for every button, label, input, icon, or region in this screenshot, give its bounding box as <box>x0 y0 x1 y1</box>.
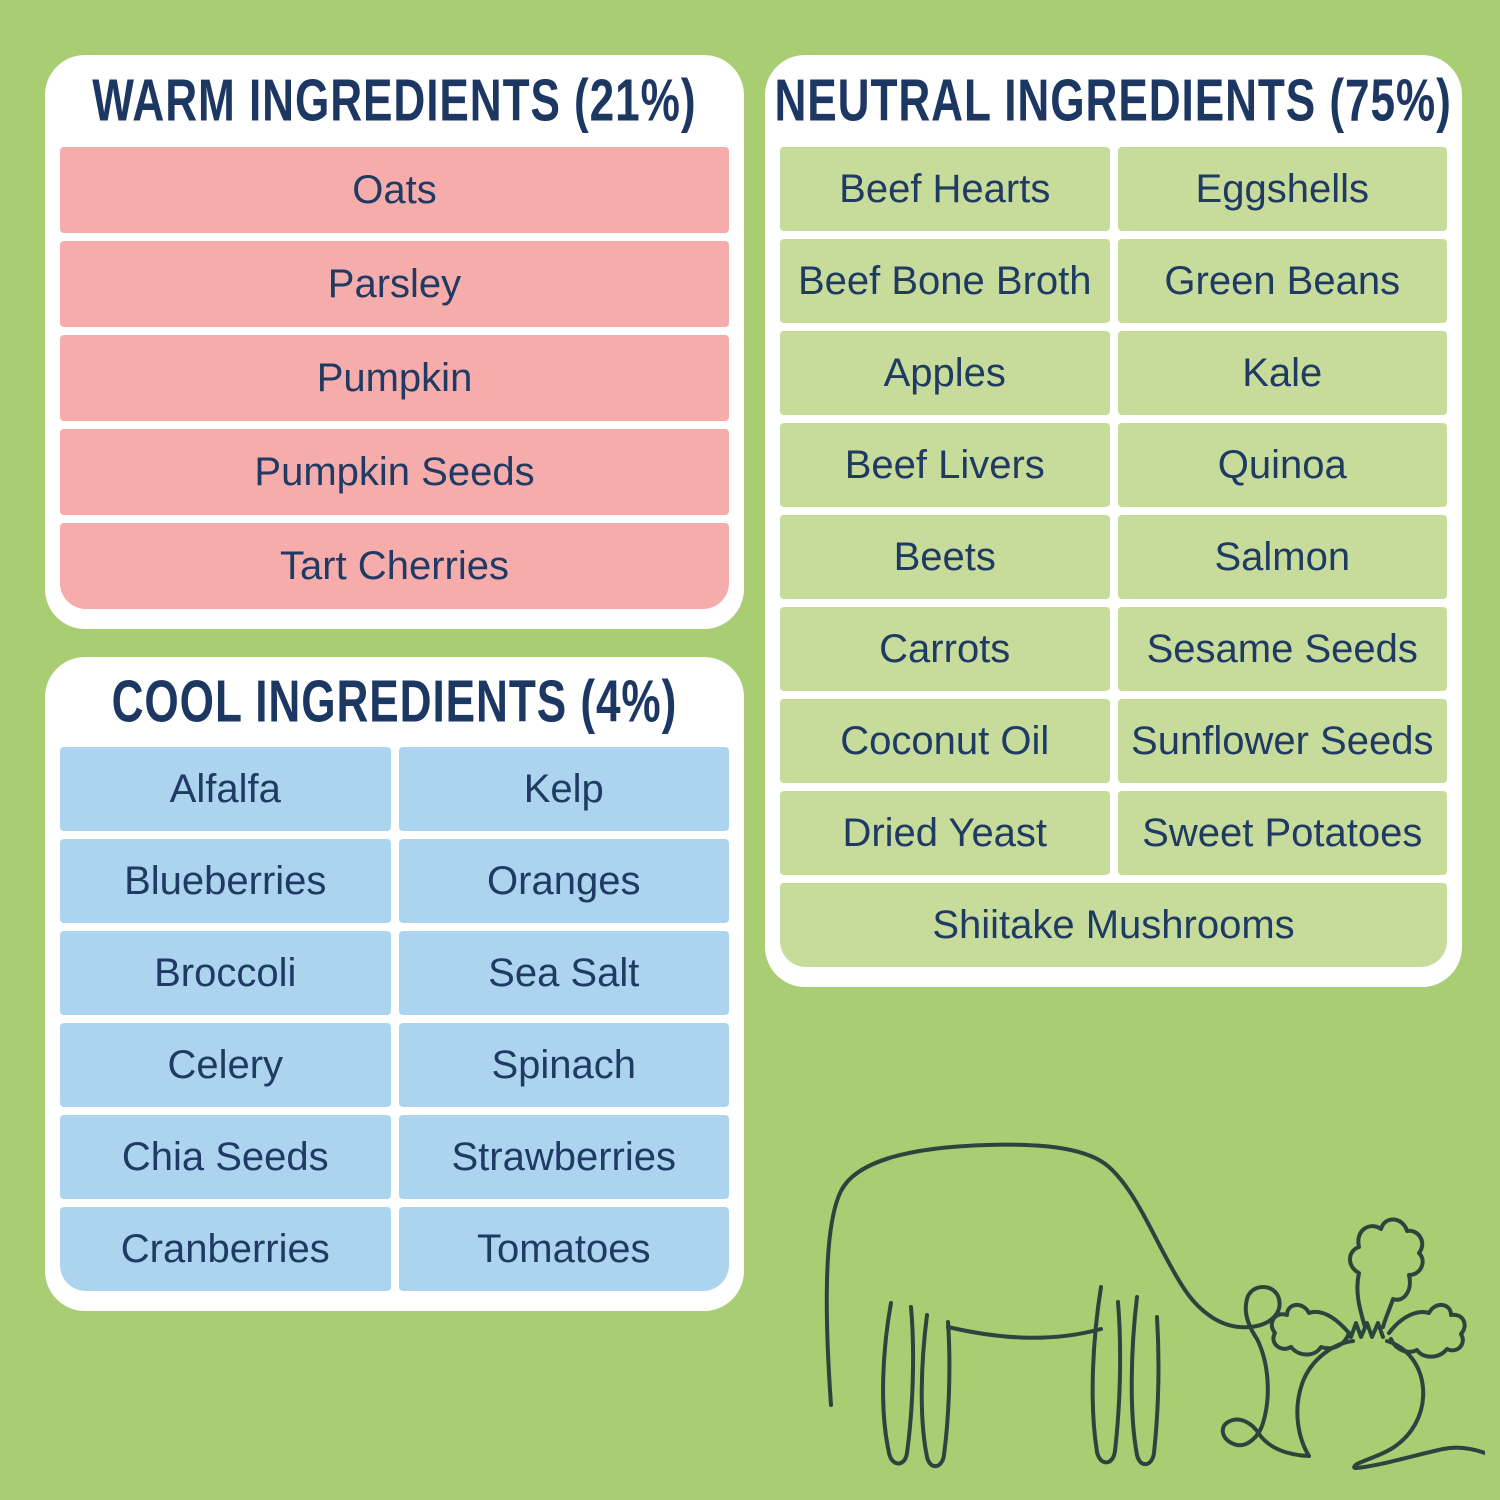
ingredient-tile: Beef Hearts <box>780 147 1110 231</box>
ingredient-tile: Apples <box>780 331 1110 415</box>
beet-stem-marks <box>1349 1321 1385 1339</box>
ingredient-tile: Celery <box>60 1023 391 1107</box>
ingredient-tile: Beef Bone Broth <box>780 239 1110 323</box>
ingredient-tile: Sesame Seeds <box>1117 607 1447 691</box>
ingredient-tile: Kale <box>1117 331 1447 415</box>
cool-card-header: COOL INGREDIENTS (4%) <box>60 657 729 747</box>
ingredient-tile: Cranberries <box>60 1207 391 1291</box>
cow-front-leg-1 <box>1090 1285 1123 1465</box>
ingredient-tile: Broccoli <box>60 931 391 1015</box>
ingredient-tile: Carrots <box>780 607 1110 691</box>
cool-ingredients-card: COOL INGREDIENTS (4%) Alfalfa Kelp Blueber… <box>45 657 744 1311</box>
ingredient-tile: Eggshells <box>1117 147 1447 231</box>
ingredient-tile: Sea Salt <box>398 931 729 1015</box>
ingredient-tile: Spinach <box>398 1023 729 1107</box>
ingredient-tile: Beets <box>780 515 1110 599</box>
neutral-card-header: NEUTRAL INGREDIENTS (75%) <box>775 55 1451 147</box>
ingredient-tile: Green Beans <box>1117 239 1447 323</box>
warm-ingredients-grid: Oats Parsley Pumpkin Pumpkin Seeds Tart Cher… <box>60 147 729 609</box>
ingredient-tile: Blueberries <box>60 839 391 923</box>
ingredient-tile: Chia Seeds <box>60 1115 391 1199</box>
cool-card-title: COOL INGREDIENTS (4%) <box>111 669 678 735</box>
cool-ingredients-grid: Alfalfa Kelp Blueberries Oranges Broccoli Sea… <box>60 747 729 1291</box>
warm-ingredients-card: WARM INGREDIENTS (21%) Oats Parsley Pumpki… <box>45 55 744 629</box>
cow-rear-leg-2 <box>919 1313 952 1469</box>
warm-card-header: WARM INGREDIENTS (21%) <box>60 55 729 147</box>
ingredient-tile: Oats <box>60 147 729 233</box>
ingredient-tile: Sweet Potatoes <box>1117 791 1447 875</box>
beet-leaf-right <box>1387 1303 1467 1359</box>
ingredient-tile: Strawberries <box>398 1115 729 1199</box>
cow-belly-path <box>946 1325 1103 1340</box>
ingredient-tile: Kelp <box>398 747 729 831</box>
ingredient-tile: Pumpkin <box>60 335 729 421</box>
cow-body-path <box>824 1142 1355 1458</box>
ingredient-tile: Beef Livers <box>780 423 1110 507</box>
ingredient-tile: Pumpkin Seeds <box>60 429 729 515</box>
ingredient-tile: Dried Yeast <box>780 791 1110 875</box>
cow-grazing-line-art <box>824 1142 1485 1470</box>
ingredient-tile: Tomatoes <box>398 1207 729 1291</box>
neutral-ingredients-card: NEUTRAL INGREDIENTS (75%) Beef Hearts Egg… <box>765 55 1462 987</box>
ingredient-tile: Oranges <box>398 839 729 923</box>
neutral-ingredients-grid: Beef Hearts Eggshells Beef Bone Broth Green… <box>780 147 1447 967</box>
cow-rear-leg-1 <box>881 1301 916 1466</box>
ingredient-tile: Parsley <box>60 241 729 327</box>
beet-leaf-left <box>1269 1303 1351 1357</box>
warm-card-title: WARM INGREDIENTS (21%) <box>92 68 697 134</box>
ingredient-tile: Salmon <box>1117 515 1447 599</box>
ingredient-tile: Quinoa <box>1117 423 1447 507</box>
beet-bulb-path <box>1352 1339 1485 1470</box>
beet-leaf-center <box>1348 1217 1425 1329</box>
ingredient-tile: Coconut Oil <box>780 699 1110 783</box>
ingredient-tile-full-width: Shiitake Mushrooms <box>780 883 1447 967</box>
ingredient-tile: Tart Cherries <box>60 523 729 609</box>
ingredient-tile: Alfalfa <box>60 747 391 831</box>
neutral-card-title: NEUTRAL INGREDIENTS (75%) <box>774 68 1453 134</box>
ingredient-tile: Sunflower Seeds <box>1117 699 1447 783</box>
cow-front-leg-2 <box>1129 1295 1161 1467</box>
